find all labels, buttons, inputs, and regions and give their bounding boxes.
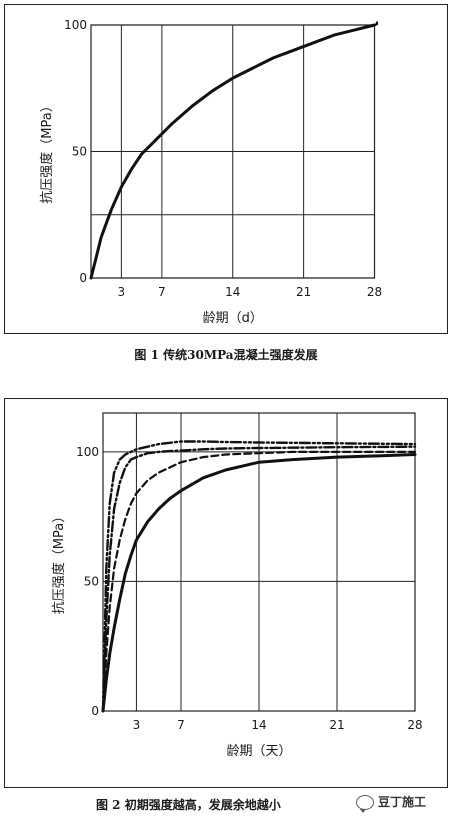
x-tick-label: 28 bbox=[367, 285, 382, 299]
x-tick-label: 21 bbox=[329, 718, 344, 732]
x-tick-label: 3 bbox=[118, 285, 126, 299]
chart-2-svg: 3 7 14 21 28 0 50 100 龄期（天） 抗压强度（MPa） bbox=[51, 412, 423, 759]
x-tick-label: 14 bbox=[225, 285, 240, 299]
series-line-dashed bbox=[373, 21, 379, 27]
watermark: 豆丁施工 bbox=[356, 793, 427, 813]
x-tick-label: 3 bbox=[133, 718, 141, 732]
y-tick-label: 50 bbox=[72, 145, 87, 159]
chart-1-svg: 3 7 14 21 28 0 50 100 龄期（d） 抗压强度（MPa） bbox=[39, 18, 382, 326]
chart-2-frame: 3 7 14 21 28 0 50 100 龄期（天） 抗压强度（MPa） bbox=[4, 398, 448, 788]
x-axis-label: 龄期（d） bbox=[203, 311, 263, 326]
x-tick-label: 7 bbox=[177, 718, 185, 732]
y-axis-label: 抗压强度（MPa） bbox=[39, 99, 55, 203]
x-axis-label: 龄期（天） bbox=[226, 744, 291, 759]
watermark-text: 豆丁施工 bbox=[378, 795, 427, 809]
y-tick-label: 50 bbox=[84, 574, 99, 588]
x-tick-label: 21 bbox=[296, 285, 311, 299]
series-line-dashed bbox=[101, 450, 417, 713]
y-tick-label: 100 bbox=[64, 18, 87, 32]
series-line-solid bbox=[89, 23, 376, 280]
chart-1-caption: 图 1 传统30MPa混凝土强度发展 bbox=[134, 348, 318, 362]
y-axis-label: 抗压强度（MPa） bbox=[51, 510, 67, 614]
y-tick-label: 100 bbox=[76, 445, 99, 459]
x-tick-label: 14 bbox=[251, 718, 266, 732]
y-tick-label: 0 bbox=[91, 704, 99, 718]
series-line-solid bbox=[101, 453, 417, 713]
series-line-dashdot bbox=[101, 445, 417, 713]
series-line-dashdotdot bbox=[101, 440, 417, 713]
chat-bubble-icon bbox=[356, 795, 374, 813]
chart-1-frame: 3 7 14 21 28 0 50 100 龄期（d） 抗压强度（MPa） bbox=[4, 4, 448, 334]
x-tick-label: 7 bbox=[158, 285, 166, 299]
y-tick-label: 0 bbox=[79, 271, 87, 285]
chart-2-caption: 图 2 初期强度越高，发展余地越小 bbox=[96, 798, 281, 812]
x-tick-label: 28 bbox=[407, 718, 422, 732]
